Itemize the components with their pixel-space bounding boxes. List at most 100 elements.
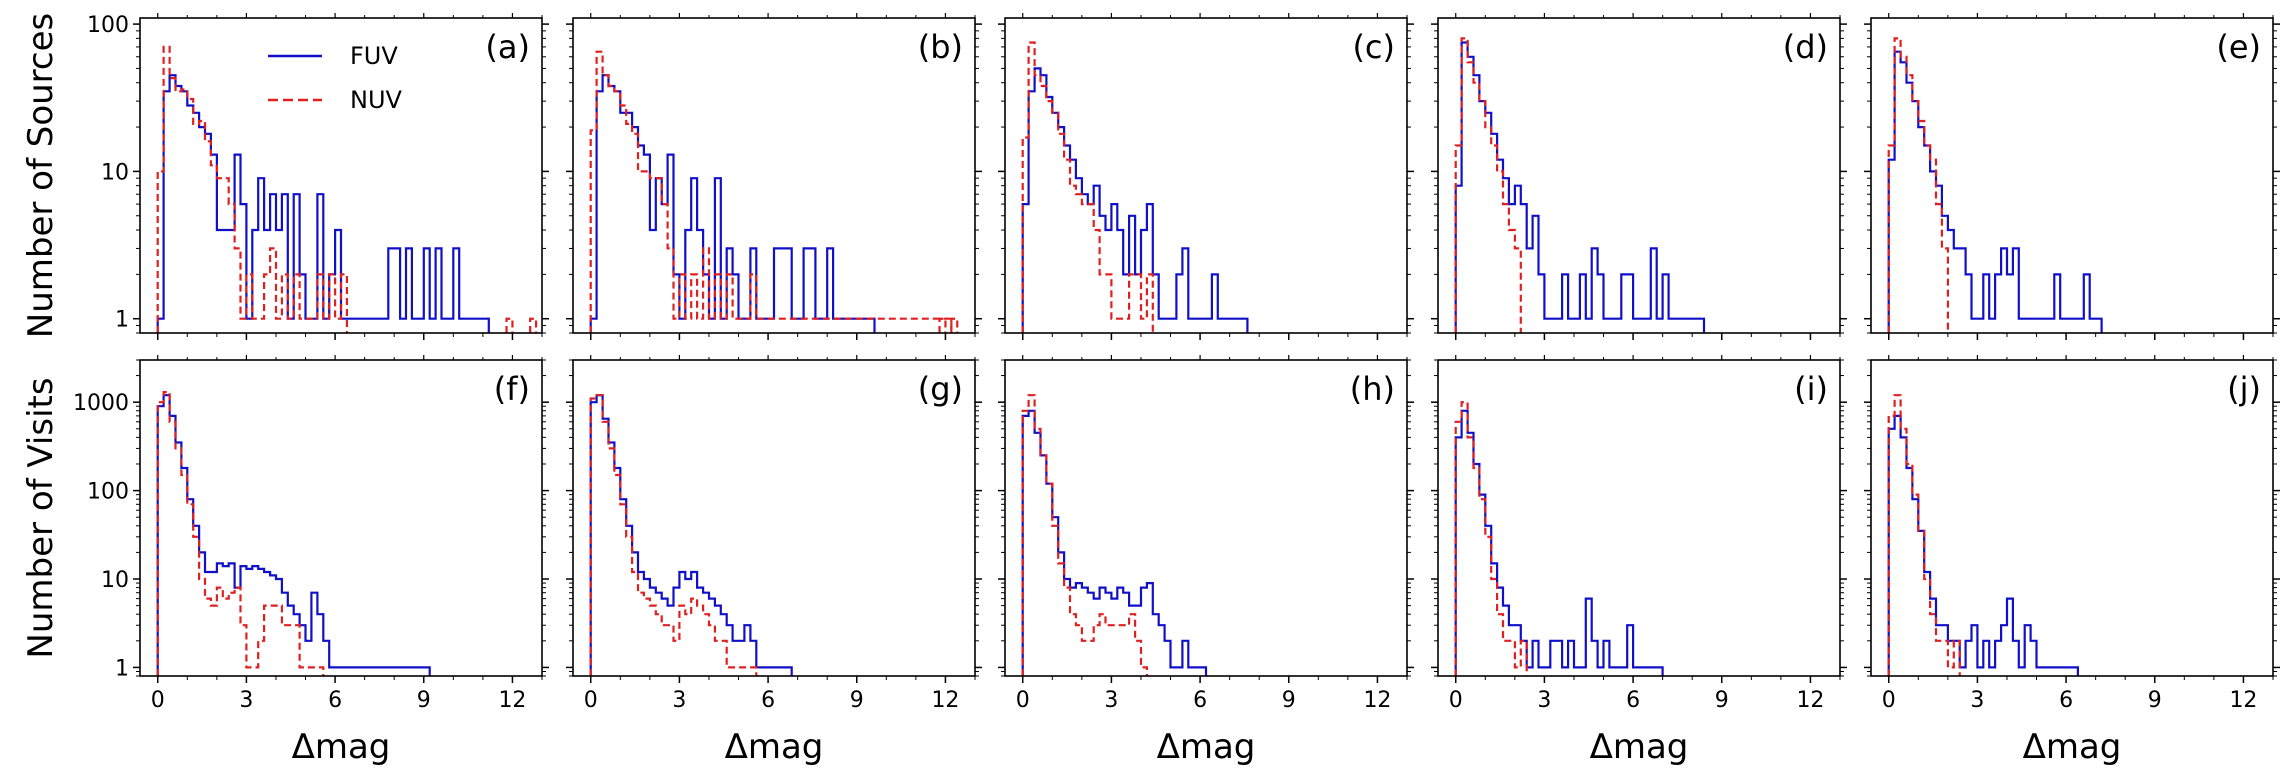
x-tick-label: 6 [2059, 688, 2073, 713]
panel-frame [139, 17, 543, 334]
fuv-histogram [156, 394, 431, 676]
x-tick-label: 9 [1282, 688, 1296, 713]
x-tick-label: 6 [1193, 688, 1207, 713]
fuv-histogram [1454, 41, 1706, 333]
x-tick-label: 12 [1363, 688, 1391, 713]
panel-frame [1004, 359, 1408, 677]
x-axis-title: Δmag [1590, 727, 1689, 767]
nuv-histogram [1887, 37, 1949, 333]
panel-label: (h) [1350, 370, 1395, 408]
histogram-layer [156, 391, 431, 676]
panel-frame [1870, 359, 2274, 677]
nuv-histogram [156, 391, 325, 676]
y-tick-label: 1000 [73, 391, 129, 416]
x-tick-label: 3 [1104, 688, 1118, 713]
fuv-histogram [1887, 414, 2079, 676]
nuv-histogram [156, 45, 348, 333]
legend-label-fuv: FUV [350, 42, 398, 70]
nuv-histogram [589, 50, 953, 333]
y-tick-label: 10 [101, 568, 129, 593]
legend: FUV NUV [268, 42, 403, 114]
x-tick-label: 12 [498, 688, 526, 713]
histogram-layer [589, 394, 793, 676]
x-tick-label: 9 [1715, 688, 1729, 713]
panel-c: (c) [998, 13, 1414, 340]
nuv-histogram [1887, 394, 1961, 676]
x-tick-label: 0 [584, 688, 598, 713]
panel-label: (b) [918, 28, 963, 66]
x-tick-label: 3 [672, 688, 686, 713]
x-tick-label: 3 [1537, 688, 1551, 713]
panel-frame [572, 359, 976, 677]
x-tick-label: 6 [1626, 688, 1640, 713]
panel-label: (a) [485, 28, 530, 66]
nuv-histogram [589, 394, 758, 676]
nuv-tail-bin [505, 317, 514, 333]
panel-label: (f) [494, 370, 530, 408]
nuv-histogram [1454, 401, 1528, 676]
x-tick-label: 12 [1796, 688, 1824, 713]
y-tick-label: 100 [87, 480, 129, 505]
x-axis-title: Δmag [2023, 727, 2122, 767]
panel-d: (d) [1431, 13, 1847, 340]
panel-label: (g) [918, 370, 963, 408]
panel-label: (c) [1352, 28, 1395, 66]
y-axis-title: Number of Visits [21, 377, 61, 658]
nuv-histogram [1454, 37, 1522, 333]
histogram-layer [1454, 37, 1706, 333]
fuv-histogram [1454, 409, 1664, 676]
y-tick-label: 1 [115, 656, 129, 681]
histogram-layer [1454, 401, 1664, 676]
fuv-histogram [1021, 409, 1208, 676]
x-tick-label: 9 [2148, 688, 2162, 713]
panel-frame [1437, 17, 1841, 334]
x-tick-label: 0 [1882, 688, 1896, 713]
histogram-layer [1887, 394, 2079, 676]
panel-label: (j) [2227, 370, 2261, 408]
x-tick-label: 12 [2229, 688, 2257, 713]
x-tick-label: 9 [850, 688, 864, 713]
fuv-histogram [1021, 67, 1249, 333]
y-tick-label: 100 [87, 13, 129, 38]
legend-label-nuv: NUV [350, 86, 403, 114]
panel-h: 0 3 6 9 12 (h) Δmag [998, 355, 1414, 767]
panel-frame [1004, 17, 1408, 334]
panel-i: 0 3 6 9 12 (i) Δmag [1431, 355, 1847, 767]
panel-j: 0 3 6 9 12 (j) Δmag [1864, 355, 2280, 767]
x-tick-label: 6 [761, 688, 775, 713]
panel-frame [139, 359, 543, 677]
x-axis-title: Δmag [725, 727, 824, 767]
x-tick-label: 3 [239, 688, 253, 713]
panel-label: (i) [1794, 370, 1828, 408]
x-tick-label: 0 [1016, 688, 1030, 713]
histogram-layer [156, 45, 538, 333]
y-axis-title: Number of Sources [21, 13, 61, 338]
fuv-histogram [1887, 50, 2103, 333]
y-tick-label: 10 [101, 160, 129, 185]
x-tick-label: 12 [931, 688, 959, 713]
panel-label: (e) [2216, 28, 2261, 66]
panel-b: (b) [566, 13, 982, 340]
panel-f: 0 3 6 9 12 1 10 100 1000 (f) Δmag [73, 355, 549, 767]
x-tick-label: 3 [1970, 688, 1984, 713]
nuv-tail-bin [529, 317, 538, 333]
x-axis-title: Δmag [292, 727, 391, 767]
histogram-layer [589, 50, 959, 333]
histogram-layer [1021, 394, 1208, 676]
nuv-tail-bin [938, 317, 947, 333]
panel-a: 1 10 100 (a) [87, 13, 549, 340]
x-tick-label: 6 [328, 688, 342, 713]
x-axis-title: Δmag [1157, 727, 1256, 767]
histogram-layer [1887, 37, 2103, 333]
fuv-histogram [589, 394, 793, 676]
panel-frame [572, 17, 976, 334]
panel-frame [1437, 359, 1841, 677]
y-tick-label: 1 [115, 308, 129, 333]
nuv-histogram [1021, 394, 1148, 676]
panel-g: 0 3 6 9 12 (g) Δmag [566, 355, 982, 767]
panel-frame [1870, 17, 2274, 334]
nuv-tail-bin [950, 317, 959, 333]
x-tick-label: 0 [151, 688, 165, 713]
panel-e: (e) [1864, 13, 2280, 340]
